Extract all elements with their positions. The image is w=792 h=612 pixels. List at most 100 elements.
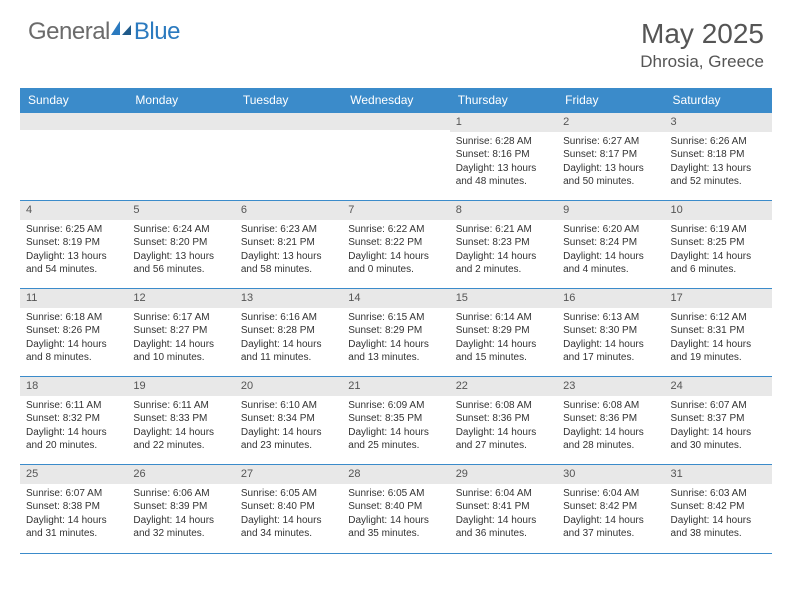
calendar-cell <box>342 113 449 201</box>
cell-body: Sunrise: 6:07 AMSunset: 8:37 PMDaylight:… <box>665 396 772 457</box>
sunset-text: Sunset: 8:34 PM <box>241 412 336 426</box>
cell-body: Sunrise: 6:08 AMSunset: 8:36 PMDaylight:… <box>557 396 664 457</box>
daylight-text: Daylight: 14 hours and 28 minutes. <box>563 426 658 453</box>
calendar-cell: 30Sunrise: 6:04 AMSunset: 8:42 PMDayligh… <box>557 465 664 553</box>
calendar-cell: 6Sunrise: 6:23 AMSunset: 8:21 PMDaylight… <box>235 201 342 289</box>
day-number <box>127 113 234 130</box>
sunrise-text: Sunrise: 6:14 AM <box>456 311 551 325</box>
sunset-text: Sunset: 8:36 PM <box>563 412 658 426</box>
day-number: 8 <box>450 201 557 220</box>
sunrise-text: Sunrise: 6:06 AM <box>133 487 228 501</box>
day-number: 12 <box>127 289 234 308</box>
daylight-text: Daylight: 13 hours and 56 minutes. <box>133 250 228 277</box>
day-number: 11 <box>20 289 127 308</box>
sunset-text: Sunset: 8:31 PM <box>671 324 766 338</box>
calendar-cell <box>235 113 342 201</box>
calendar-cell: 4Sunrise: 6:25 AMSunset: 8:19 PMDaylight… <box>20 201 127 289</box>
sunset-text: Sunset: 8:26 PM <box>26 324 121 338</box>
sunset-text: Sunset: 8:16 PM <box>456 148 551 162</box>
day-number: 1 <box>450 113 557 132</box>
cell-body: Sunrise: 6:08 AMSunset: 8:36 PMDaylight:… <box>450 396 557 457</box>
daylight-text: Daylight: 14 hours and 37 minutes. <box>563 514 658 541</box>
cell-body: Sunrise: 6:05 AMSunset: 8:40 PMDaylight:… <box>235 484 342 545</box>
sunrise-text: Sunrise: 6:11 AM <box>133 399 228 413</box>
cell-body: Sunrise: 6:20 AMSunset: 8:24 PMDaylight:… <box>557 220 664 281</box>
month-title: May 2025 <box>640 18 764 50</box>
sunset-text: Sunset: 8:27 PM <box>133 324 228 338</box>
day-number: 6 <box>235 201 342 220</box>
sunset-text: Sunset: 8:29 PM <box>456 324 551 338</box>
daylight-text: Daylight: 14 hours and 30 minutes. <box>671 426 766 453</box>
calendar-cell: 28Sunrise: 6:05 AMSunset: 8:40 PMDayligh… <box>342 465 449 553</box>
sunset-text: Sunset: 8:35 PM <box>348 412 443 426</box>
calendar-cell: 29Sunrise: 6:04 AMSunset: 8:41 PMDayligh… <box>450 465 557 553</box>
sunrise-text: Sunrise: 6:08 AM <box>563 399 658 413</box>
calendar-cell: 19Sunrise: 6:11 AMSunset: 8:33 PMDayligh… <box>127 377 234 465</box>
sunset-text: Sunset: 8:17 PM <box>563 148 658 162</box>
calendar-cell <box>20 113 127 201</box>
calendar-cell: 5Sunrise: 6:24 AMSunset: 8:20 PMDaylight… <box>127 201 234 289</box>
calendar-cell: 1 Sunrise: 6:28 AMSunset: 8:16 PMDaylight… <box>450 113 557 201</box>
cell-body: Sunrise: 6:19 AMSunset: 8:25 PMDaylight:… <box>665 220 772 281</box>
sunset-text: Sunset: 8:24 PM <box>563 236 658 250</box>
cell-body: Sunrise: 6:26 AMSunset: 8:18 PMDaylight:… <box>665 132 772 193</box>
daylight-text: Daylight: 14 hours and 8 minutes. <box>26 338 121 365</box>
sunset-text: Sunset: 8:21 PM <box>241 236 336 250</box>
calendar-week-row: 11Sunrise: 6:18 AMSunset: 8:26 PMDayligh… <box>20 289 772 377</box>
day-number: 2 <box>557 113 664 132</box>
sunset-text: Sunset: 8:41 PM <box>456 500 551 514</box>
brand-name-b: Blue <box>134 18 180 46</box>
cell-body: Sunrise: 6:16 AMSunset: 8:28 PMDaylight:… <box>235 308 342 369</box>
calendar-cell: 21Sunrise: 6:09 AMSunset: 8:35 PMDayligh… <box>342 377 449 465</box>
cell-body: Sunrise: 6:04 AMSunset: 8:41 PMDaylight:… <box>450 484 557 545</box>
sunrise-text: Sunrise: 6:05 AM <box>348 487 443 501</box>
calendar-cell: 10Sunrise: 6:19 AMSunset: 8:25 PMDayligh… <box>665 201 772 289</box>
cell-body: Sunrise: 6:24 AMSunset: 8:20 PMDaylight:… <box>127 220 234 281</box>
cell-body: Sunrise: 6:09 AMSunset: 8:35 PMDaylight:… <box>342 396 449 457</box>
sunrise-text: Sunrise: 6:17 AM <box>133 311 228 325</box>
calendar-cell: 13Sunrise: 6:16 AMSunset: 8:28 PMDayligh… <box>235 289 342 377</box>
day-number: 13 <box>235 289 342 308</box>
daylight-text: Daylight: 13 hours and 48 minutes. <box>456 162 551 189</box>
day-number: 5 <box>127 201 234 220</box>
calendar-cell: 12 Sunrise: 6:17 AMSunset: 8:27 PMDayligh… <box>127 289 234 377</box>
daylight-text: Daylight: 14 hours and 10 minutes. <box>133 338 228 365</box>
daylight-text: Daylight: 14 hours and 4 minutes. <box>563 250 658 277</box>
sail-icon <box>110 20 132 36</box>
calendar-cell: 20Sunrise: 6:10 AMSunset: 8:34 PMDayligh… <box>235 377 342 465</box>
daylight-text: Daylight: 14 hours and 19 minutes. <box>671 338 766 365</box>
day-number: 15 <box>450 289 557 308</box>
daylight-text: Daylight: 14 hours and 36 minutes. <box>456 514 551 541</box>
sunrise-text: Sunrise: 6:28 AM <box>456 135 551 149</box>
daylight-text: Daylight: 14 hours and 2 minutes. <box>456 250 551 277</box>
calendar-cell: 11Sunrise: 6:18 AMSunset: 8:26 PMDayligh… <box>20 289 127 377</box>
calendar-cell: 2Sunrise: 6:27 AMSunset: 8:17 PMDaylight… <box>557 113 664 201</box>
sunset-text: Sunset: 8:40 PM <box>241 500 336 514</box>
sunset-text: Sunset: 8:25 PM <box>671 236 766 250</box>
day-number: 19 <box>127 377 234 396</box>
sunset-text: Sunset: 8:42 PM <box>671 500 766 514</box>
cell-body: Sunrise: 6:11 AMSunset: 8:33 PMDaylight:… <box>127 396 234 457</box>
day-number: 16 <box>557 289 664 308</box>
daylight-text: Daylight: 14 hours and 0 minutes. <box>348 250 443 277</box>
daylight-text: Daylight: 14 hours and 25 minutes. <box>348 426 443 453</box>
sunrise-text: Sunrise: 6:11 AM <box>26 399 121 413</box>
brand-logo: General Blue <box>28 18 180 46</box>
sunrise-text: Sunrise: 6:23 AM <box>241 223 336 237</box>
brand-name-a: General <box>28 18 110 46</box>
calendar-cell: 23Sunrise: 6:08 AMSunset: 8:36 PMDayligh… <box>557 377 664 465</box>
sunrise-text: Sunrise: 6:07 AM <box>26 487 121 501</box>
day-number: 24 <box>665 377 772 396</box>
sunset-text: Sunset: 8:23 PM <box>456 236 551 250</box>
day-number: 31 <box>665 465 772 484</box>
day-number: 4 <box>20 201 127 220</box>
calendar-cell: 26Sunrise: 6:06 AMSunset: 8:39 PMDayligh… <box>127 465 234 553</box>
calendar-cell: 18Sunrise: 6:11 AMSunset: 8:32 PMDayligh… <box>20 377 127 465</box>
calendar-cell: 31Sunrise: 6:03 AMSunset: 8:42 PMDayligh… <box>665 465 772 553</box>
day-number: 26 <box>127 465 234 484</box>
day-header: Friday <box>557 88 664 113</box>
title-block: May 2025 Dhrosia, Greece <box>640 18 764 72</box>
calendar-cell: 9Sunrise: 6:20 AMSunset: 8:24 PMDaylight… <box>557 201 664 289</box>
day-header: Wednesday <box>342 88 449 113</box>
cell-body: Sunrise: 6:04 AMSunset: 8:42 PMDaylight:… <box>557 484 664 545</box>
